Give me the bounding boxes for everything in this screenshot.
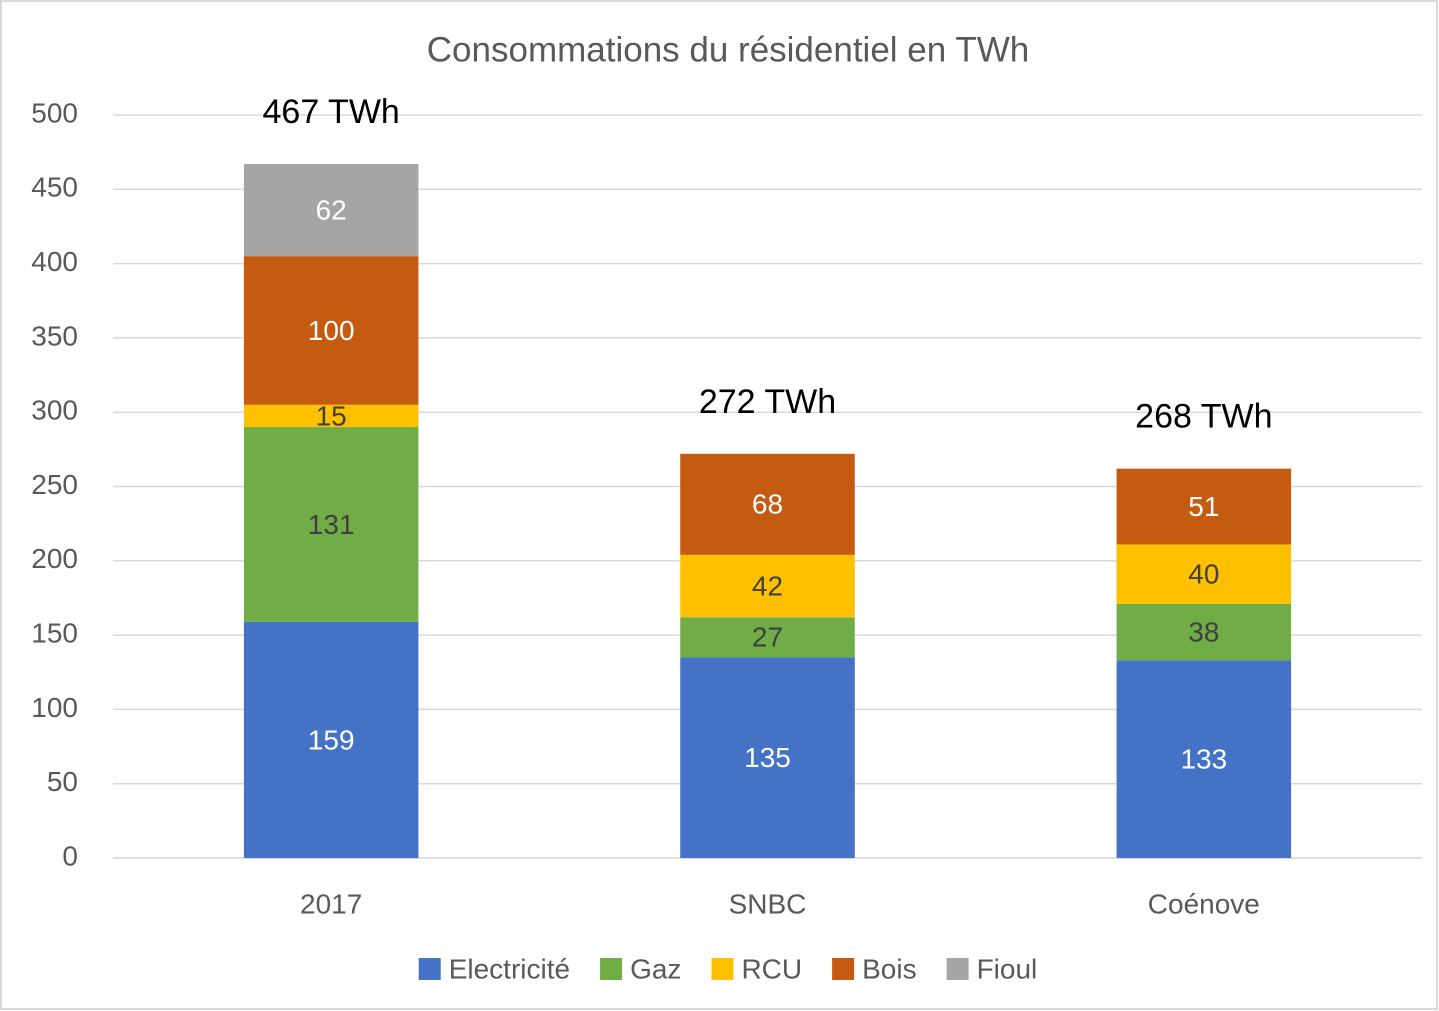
data-label: 68 — [752, 489, 783, 520]
legend-label: RCU — [741, 953, 802, 984]
y-tick-label: 450 — [31, 172, 78, 203]
data-label: 42 — [752, 570, 783, 601]
bar-segment — [243, 256, 419, 405]
y-tick-label: 250 — [31, 469, 78, 500]
bar-segment — [243, 404, 419, 428]
legend-swatch — [946, 958, 969, 980]
data-label: 15 — [316, 400, 347, 431]
y-tick-label: 100 — [31, 692, 78, 723]
legend-label: Electricité — [449, 953, 570, 984]
data-label: 51 — [1188, 491, 1219, 522]
data-label: 159 — [308, 724, 355, 755]
bar-segment — [243, 164, 419, 257]
x-tick-label: SNBC — [729, 888, 807, 919]
bar-segment — [243, 427, 419, 622]
y-tick-label: 300 — [31, 395, 78, 426]
bar-segment — [1116, 468, 1292, 545]
y-tick-label: 200 — [31, 543, 78, 574]
legend-label: Fioul — [977, 953, 1038, 984]
data-label: 133 — [1180, 744, 1227, 775]
total-annotation: 467 TWh — [263, 93, 400, 131]
data-label: 38 — [1188, 617, 1219, 648]
bar-segment — [680, 657, 855, 858]
y-tick-label: 50 — [47, 766, 78, 797]
legend-swatch — [418, 958, 441, 980]
legend-swatch — [600, 958, 623, 980]
bar-segment — [680, 554, 855, 618]
bar-segment — [1116, 603, 1292, 661]
data-label: 131 — [308, 509, 355, 540]
y-tick-label: 150 — [31, 617, 78, 648]
data-label: 100 — [308, 315, 355, 346]
total-annotation: 272 TWh — [699, 383, 836, 421]
chart-title: Consommations du résidentiel en TWh — [427, 30, 1029, 69]
bar-segment — [680, 453, 855, 555]
legend-swatch — [832, 958, 855, 980]
total-annotation: 268 TWh — [1135, 398, 1272, 436]
y-tick-label: 500 — [31, 97, 78, 128]
data-label: 27 — [752, 622, 783, 653]
legend-label: Bois — [862, 953, 916, 984]
bar-segment — [1116, 660, 1292, 858]
x-tick-label: 2017 — [300, 888, 362, 919]
y-tick-label: 0 — [62, 840, 78, 871]
bar-segment — [680, 617, 855, 658]
bar-segment — [243, 621, 419, 858]
data-label: 40 — [1188, 559, 1219, 590]
legend-swatch — [711, 958, 734, 980]
y-tick-label: 400 — [31, 246, 78, 277]
y-tick-label: 350 — [31, 320, 78, 351]
bar-segment — [1116, 544, 1292, 604]
data-label: 62 — [316, 194, 347, 225]
data-label: 135 — [744, 742, 791, 773]
legend-label: Gaz — [630, 953, 681, 984]
x-tick-label: Coénove — [1148, 888, 1260, 919]
